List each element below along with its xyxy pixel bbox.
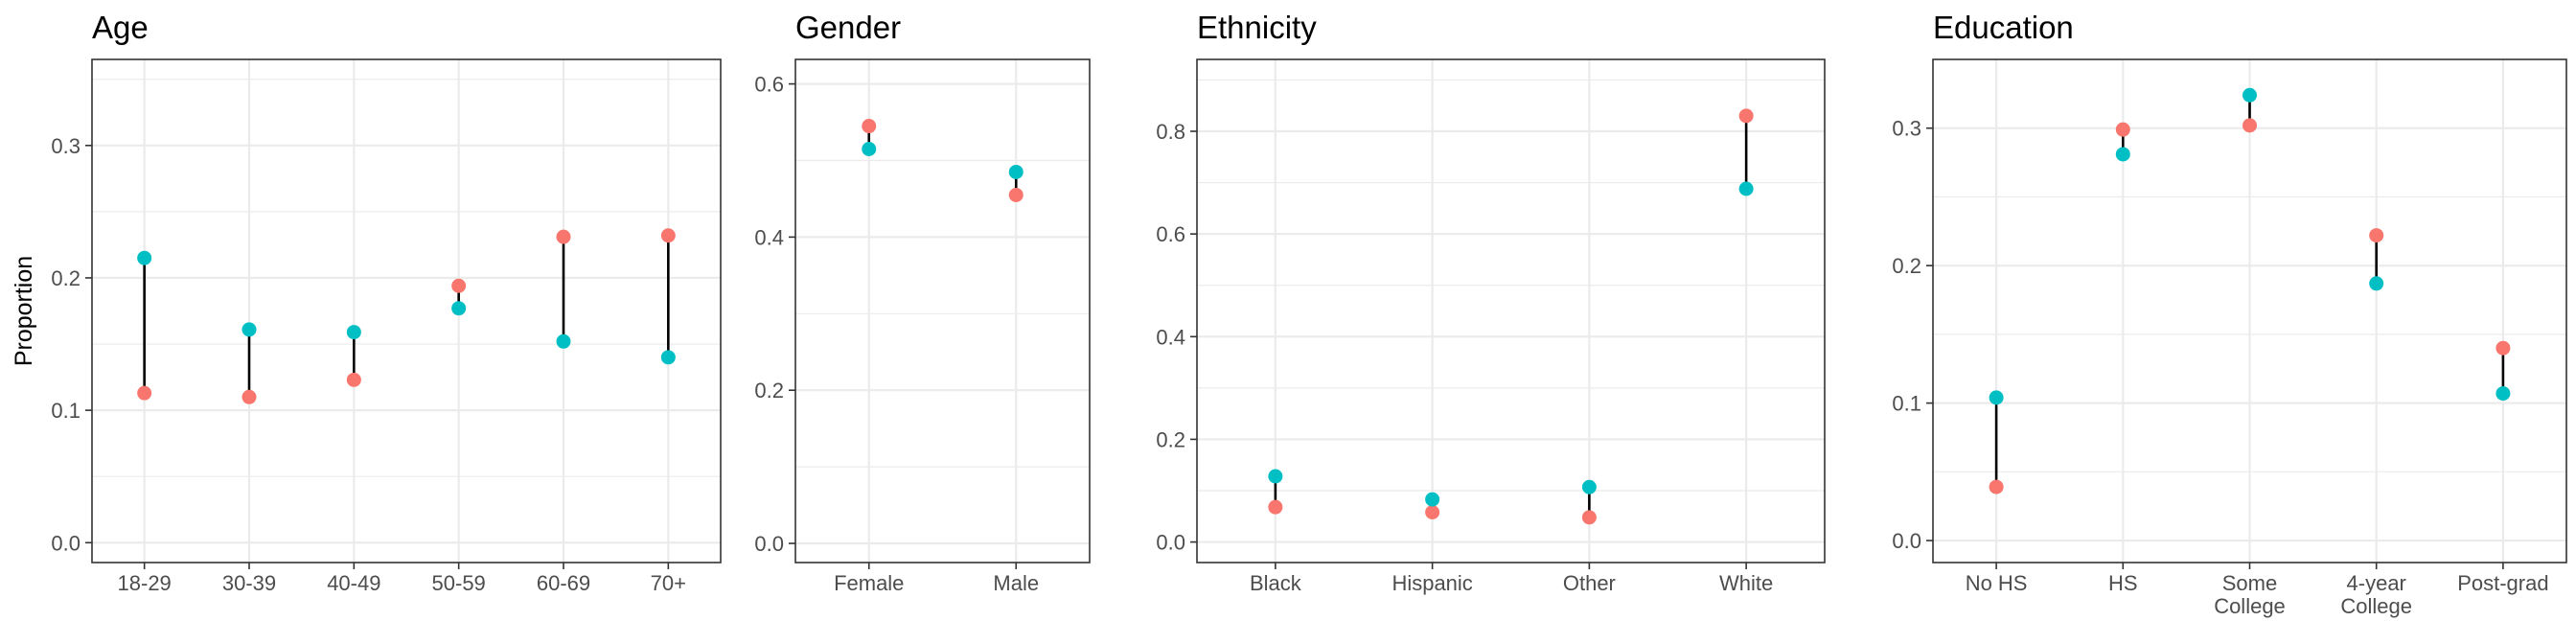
x-tick-label-other: Other <box>1563 571 1616 595</box>
y-tick-label: 0.2 <box>1892 254 1921 278</box>
x-tick-label-60-69: 60-69 <box>537 571 590 595</box>
panel-border <box>1196 58 1826 564</box>
point-teal-60-69 <box>556 334 571 349</box>
y-tick-label: 0.3 <box>51 134 80 158</box>
point-teal-no-hs <box>1989 390 2004 405</box>
point-teal-18-29 <box>137 250 152 265</box>
point-red-white <box>1738 108 1754 124</box>
point-teal-female <box>862 141 877 156</box>
y-tick-label: 0.6 <box>754 73 784 97</box>
point-red-other <box>1581 510 1597 525</box>
x-tick-label-50-59: 50-59 <box>432 571 486 595</box>
point-red-hs <box>2115 122 2130 137</box>
panel-title-education: Education <box>1933 10 2074 45</box>
point-teal-hispanic <box>1425 492 1440 507</box>
panel-age: 0.0 0.1 0.2 0.3 18-29 30-39 40-49 50-59 60-69 70+… <box>11 10 722 595</box>
y-tick-label: 0.0 <box>51 531 80 555</box>
point-red-black <box>1268 499 1283 515</box>
y-tick-label: 0.0 <box>754 532 784 556</box>
point-red-female <box>862 119 877 134</box>
point-red-40-49 <box>346 372 361 387</box>
point-red-30-39 <box>242 389 257 404</box>
x-tick-label-30-39: 30-39 <box>222 571 276 595</box>
point-teal-hs <box>2115 147 2130 162</box>
panel-title-gender: Gender <box>795 10 901 45</box>
x-tick-label-18-29: 18-29 <box>118 571 172 595</box>
point-red-18-29 <box>137 385 152 401</box>
y-tick-label: 0.4 <box>754 225 784 249</box>
y-axis-label: Proportion <box>11 256 37 366</box>
x-tick-label-male: Male <box>993 571 1039 595</box>
x-tick-label-hispanic: Hispanic <box>1392 571 1472 595</box>
x-tick-label-70: 70+ <box>651 571 686 595</box>
point-teal-other <box>1581 479 1597 494</box>
x-tick-label-4-year-college: 4-year College <box>2340 571 2412 618</box>
x-tick-label-no-hs: No HS <box>1966 571 2028 595</box>
point-red-post-grad <box>2496 340 2511 356</box>
x-tick-label-post-grad: Post-grad <box>2457 571 2548 595</box>
x-tick-label-40-49: 40-49 <box>327 571 380 595</box>
point-red-no-hs <box>1989 479 2004 494</box>
y-tick-label: 0.8 <box>1156 120 1185 144</box>
y-tick-label: 0.2 <box>754 379 784 402</box>
point-red-some-college <box>2242 118 2257 133</box>
point-teal-40-49 <box>346 325 361 340</box>
y-tick-label: 0.2 <box>1156 427 1185 451</box>
plot-background <box>795 59 1090 563</box>
point-teal-4-year-college <box>2369 276 2384 291</box>
x-tick-label-some-college: Some College <box>2214 571 2286 618</box>
point-teal-50-59 <box>451 301 467 316</box>
point-red-hispanic <box>1425 505 1440 519</box>
y-tick-label: 0.6 <box>1156 222 1185 246</box>
x-tick-label-female: Female <box>834 571 904 595</box>
point-teal-some-college <box>2242 87 2257 103</box>
panel-border <box>794 58 1091 564</box>
point-red-50-59 <box>451 278 467 293</box>
panel-ethnicity: 0.0 0.2 0.4 0.6 0.8 Black Hispanic Other White Et… <box>1156 10 1826 595</box>
point-teal-post-grad <box>2496 386 2511 402</box>
y-tick-label: 0.1 <box>1892 392 1921 416</box>
point-teal-30-39 <box>242 322 257 337</box>
point-red-60-69 <box>556 229 571 244</box>
point-teal-male <box>1008 164 1024 179</box>
point-teal-70 <box>660 350 676 365</box>
point-teal-white <box>1738 181 1754 196</box>
panel-border <box>91 58 722 564</box>
plot-background <box>92 59 721 563</box>
point-red-male <box>1008 187 1024 202</box>
y-tick-label: 0.4 <box>1156 325 1185 349</box>
point-red-4-year-college <box>2369 228 2384 243</box>
panel-title-age: Age <box>92 10 149 45</box>
x-tick-label-black: Black <box>1250 571 1302 595</box>
x-tick-label-hs: HS <box>2108 571 2138 595</box>
plot-background <box>1197 59 1825 563</box>
y-tick-label: 0.3 <box>1892 117 1921 141</box>
panel-education: 0.0 0.1 0.2 0.3 No HS HS Some College 4-year Coll… <box>1892 10 2567 618</box>
panel-gender: 0.0 0.2 0.4 0.6 Female Male Gender <box>754 10 1091 595</box>
y-tick-label: 0.2 <box>51 266 80 290</box>
panel-title-ethnicity: Ethnicity <box>1197 10 1317 45</box>
y-tick-label: 0.0 <box>1892 529 1921 553</box>
point-teal-black <box>1268 469 1283 484</box>
y-tick-label: 0.0 <box>1156 531 1185 555</box>
point-red-70 <box>660 228 676 243</box>
x-tick-label-white: White <box>1719 571 1773 595</box>
y-tick-label: 0.1 <box>51 399 80 423</box>
